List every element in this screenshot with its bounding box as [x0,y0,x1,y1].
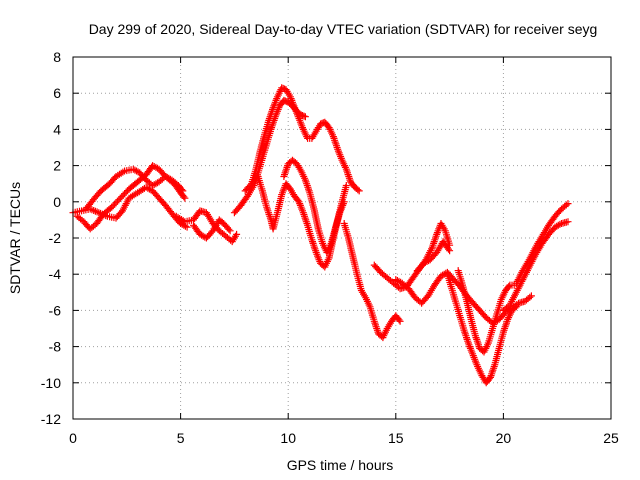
y-tick-label: 4 [53,121,61,137]
x-tick-label: 0 [69,430,77,446]
data-point [354,186,362,194]
y-tick-label: -8 [49,339,62,355]
grid-lines [73,57,611,419]
data-point [342,182,350,189]
data-point [93,208,101,216]
data-series-track-11 [370,220,454,293]
data-point [562,201,570,209]
axis-ticks [72,56,612,420]
data-point [90,207,98,214]
data-point [564,200,572,208]
data-point [152,180,160,188]
y-axis-label: SDTVAR / TECUs [7,182,23,294]
y-tick-labels: -12 -10 -8 -6 -4 -2 0 2 4 6 8 [41,49,61,427]
data-point [152,163,160,171]
data-point [91,207,99,215]
y-tick-label: -2 [49,230,62,246]
x-axis-label: GPS time / hours [287,457,394,473]
data-series-track-16 [499,218,572,314]
data-point [181,194,189,202]
data-point [564,218,572,226]
data-point [512,303,520,311]
y-tick-label: 2 [53,158,61,174]
data-series-track-15 [454,267,518,356]
data-series-track-17 [512,200,572,287]
data-point [485,375,493,383]
x-tick-label: 5 [177,430,185,446]
data-series-track-7 [241,84,363,195]
x-tick-labels: 0 5 10 15 20 25 [69,430,619,446]
data-point [395,316,403,324]
data-point [225,225,233,233]
data-point [301,113,309,121]
data-series-track-14 [443,270,520,387]
data-point [179,187,187,195]
y-tick-label: -10 [41,375,61,391]
y-tick-label: 6 [53,85,61,101]
x-tick-label: 20 [496,430,512,446]
data-point [511,304,519,312]
data-point [505,282,513,290]
data-series-track-3 [82,165,187,213]
data-series-track-13 [413,238,454,275]
data-point [446,247,454,255]
data-point [526,293,534,301]
data-point [180,193,188,201]
y-tick-label: -6 [49,302,62,318]
data-series-track-8 [254,173,350,271]
x-tick-label: 10 [280,430,296,446]
data-series-track-9 [280,156,348,256]
data-point [179,217,187,225]
data-point [445,245,452,253]
data-point [396,317,404,325]
y-tick-label: -4 [49,266,62,282]
y-tick-label: -12 [41,411,61,427]
x-tick-label: 15 [388,430,404,446]
data-point [178,186,186,194]
data-point [226,227,234,235]
chart-title: Day 299 of 2020, Sidereal Day-to-day VTE… [89,21,598,37]
data-point [556,220,564,228]
data-series-track-5 [190,216,234,242]
data-point [133,167,140,175]
data-point [527,292,535,300]
y-tick-label: 8 [53,49,61,65]
data-point [145,185,153,193]
data-points [69,84,572,387]
y-tick-label: 0 [53,194,61,210]
data-point [355,187,363,195]
data-point [119,168,127,176]
x-tick-label: 25 [603,430,619,446]
data-series-track-10 [340,220,404,342]
data-point [340,198,348,206]
data-point [233,230,241,238]
